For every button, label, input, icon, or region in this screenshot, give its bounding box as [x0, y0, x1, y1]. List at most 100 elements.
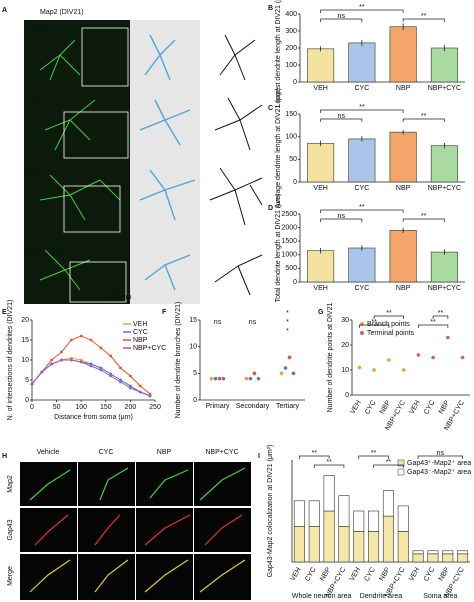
y-tick-label: 0 — [293, 179, 297, 186]
significance-label: ** — [421, 213, 427, 220]
bar-segment — [338, 525, 350, 563]
point — [387, 358, 391, 362]
point — [129, 384, 132, 388]
column-label: NBP — [157, 449, 172, 456]
panel-letter: E — [2, 309, 7, 316]
legend-label: CYC — [133, 329, 148, 336]
significance-label: ** — [359, 104, 365, 111]
significance-label: ns — [338, 13, 346, 20]
x-tick-label: CYC — [364, 399, 377, 415]
x-tick-label: NBP — [319, 566, 332, 582]
bar — [389, 26, 417, 83]
point — [213, 376, 218, 381]
y-tick-label: 15 — [189, 317, 197, 324]
x-tick-label: VEH — [313, 285, 327, 292]
bar-segment — [457, 553, 469, 563]
bar-segment — [353, 531, 365, 563]
y-tick-label: 2500 — [281, 211, 297, 218]
x-tick-label: Secondary — [236, 403, 270, 410]
y-tick-label: 20 — [21, 317, 29, 324]
significance-label: ns — [214, 319, 222, 326]
y-tick-label: 400 — [285, 11, 297, 18]
significance-label: ** — [359, 204, 365, 211]
y-tick-label: 1500 — [281, 238, 297, 245]
point — [89, 362, 93, 366]
bar-segment — [397, 505, 409, 532]
point — [446, 335, 450, 340]
legend-label: NBP+CYC — [133, 345, 166, 352]
bar-segment — [353, 510, 365, 532]
point — [138, 390, 142, 394]
y-axis-label: Number of dendrite branches (DIV21) — [175, 302, 182, 419]
significance-label: ** — [430, 319, 436, 326]
panel-h-images — [20, 462, 251, 600]
bar-segment — [323, 474, 335, 512]
bar-segment — [442, 550, 454, 555]
point — [60, 358, 63, 362]
bar — [348, 42, 376, 83]
y-tick-label: 300 — [285, 28, 297, 35]
significance-bracket — [320, 218, 363, 222]
point — [244, 376, 249, 381]
row-label: Gap43 — [7, 519, 14, 540]
point — [69, 358, 73, 362]
point — [30, 382, 34, 386]
bar-segment — [427, 553, 439, 563]
x-tick-label: NBP+CYC — [428, 185, 461, 192]
significance-bracket — [418, 324, 449, 328]
significance-label: ns — [338, 213, 346, 220]
y-tick-label: 10 — [341, 367, 349, 374]
significance-bracket — [402, 218, 445, 222]
point — [89, 364, 93, 368]
y-tick-label: 5 — [25, 377, 29, 384]
x-tick-label: VEH — [408, 566, 421, 582]
y-tick-label: 5 — [193, 370, 197, 377]
point — [119, 380, 122, 384]
point — [99, 346, 103, 350]
group-label: Whole neuron area — [292, 593, 352, 600]
point — [279, 371, 284, 376]
bar-segment — [293, 500, 305, 527]
x-tick-label: NBP — [396, 185, 411, 192]
legend-label: NBP — [133, 337, 148, 344]
point — [79, 334, 83, 338]
panel-letter: F — [162, 309, 167, 316]
row-label: CYC — [28, 97, 43, 104]
significance-bracket — [373, 315, 404, 319]
x-tick-label: VEH — [408, 399, 421, 415]
bar — [389, 131, 417, 183]
x-tick-label: NBP — [396, 85, 411, 92]
x-tick-label: NBP — [378, 566, 391, 582]
bar-segment — [382, 490, 394, 517]
x-tick-label: VEH — [313, 85, 327, 92]
panel-title: Map2 (DIV21) — [40, 9, 84, 16]
point — [109, 354, 113, 358]
x-tick-label: NBP+CYC — [428, 85, 461, 92]
y-axis-label: Total dendrite length at DIV21 (μm) — [275, 194, 282, 303]
group-label: Soma area — [423, 593, 457, 600]
bar — [307, 250, 335, 283]
point — [460, 355, 465, 360]
y-tick-label: 0 — [293, 279, 297, 286]
panel-letter: C — [268, 105, 273, 112]
point — [109, 372, 113, 376]
x-tick-label: NBP — [379, 399, 392, 415]
x-tick-label: NBP — [438, 566, 451, 582]
y-tick-label: 200 — [285, 45, 297, 52]
panel-letter: A — [2, 7, 7, 14]
x-tick-label: CYC — [363, 566, 376, 582]
legend-label: Gap43⁻-Map2⁺ area — [407, 469, 471, 476]
bar-segment — [308, 525, 320, 563]
y-axis-label: Number of dendrite points at DIV21 — [327, 303, 334, 413]
y-tick-label: 0 — [193, 397, 197, 404]
point — [40, 370, 44, 374]
panel-letter: H — [2, 453, 7, 460]
y-axis-label: Longest dendrite length at DIV21 (μm) — [275, 0, 282, 107]
significance-label: ** — [359, 4, 365, 11]
significance-label: ns — [249, 319, 257, 326]
significance-bracket — [358, 455, 389, 459]
significance-label: ** — [371, 450, 377, 457]
x-tick-label: 150 — [100, 404, 112, 411]
x-tick-label: 250 — [149, 404, 161, 411]
legend-swatch — [360, 322, 364, 326]
